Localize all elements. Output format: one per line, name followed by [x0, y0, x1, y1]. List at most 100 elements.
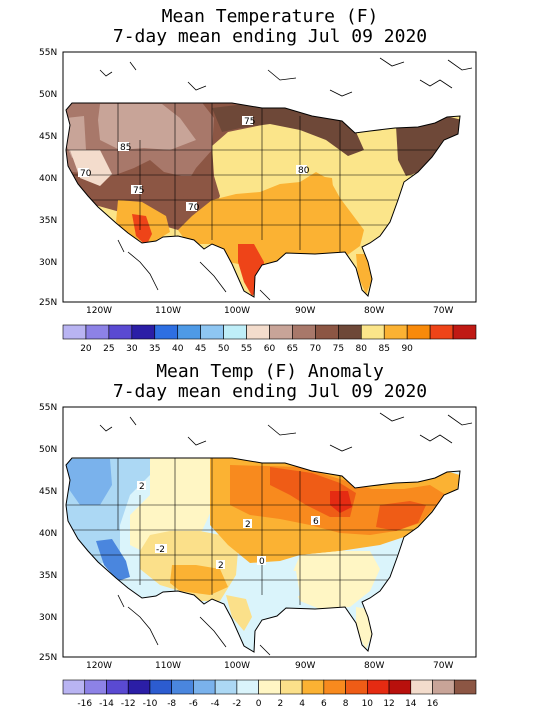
legend-swatch — [62, 324, 87, 340]
legend-swatch — [323, 679, 346, 695]
legend-label: -14 — [99, 699, 114, 709]
lat-label: 40N — [39, 174, 57, 184]
legend-label: 35 — [149, 344, 160, 354]
legend-swatch — [62, 679, 86, 695]
contour-label: 70 — [188, 203, 200, 213]
lat-label: 35N — [39, 216, 57, 226]
legend-swatch — [383, 324, 408, 340]
legend-swatch — [108, 324, 133, 340]
contour-label: 80 — [298, 166, 310, 176]
legend-swatch — [127, 679, 151, 695]
lat-label: 30N — [39, 613, 57, 623]
coastline — [99, 412, 473, 656]
contour-labels: 2 2 6 -2 2 0 — [137, 481, 320, 571]
contour-label: 2 — [218, 561, 224, 571]
legend-swatch — [429, 324, 454, 340]
legend-label: -4 — [211, 699, 220, 709]
lat-label: 35N — [39, 571, 57, 581]
legend-swatch — [338, 324, 362, 340]
legend-label: 80 — [356, 344, 368, 354]
lon-label: 120W — [86, 661, 112, 671]
map-subtitle: 7-day mean ending Jul 09 2020 — [112, 381, 428, 402]
legend-label: -6 — [189, 699, 198, 709]
legend-label: -16 — [77, 699, 92, 709]
latitude-labels: 55N 50N 45N 40N 35N 30N 25N — [39, 403, 57, 663]
legend-swatch — [452, 324, 477, 340]
legend-label: 85 — [378, 344, 389, 354]
legend-swatch — [131, 324, 156, 340]
legend-label: -2 — [232, 699, 241, 709]
legend-swatch — [106, 679, 129, 695]
lon-label: 80W — [364, 306, 384, 316]
contour-label: 75 — [244, 117, 255, 127]
contour-label: 2 — [139, 482, 145, 492]
legend-swatch — [85, 324, 110, 340]
lon-label: 90W — [295, 306, 315, 316]
legend-swatch — [432, 679, 455, 695]
legend-label: 70 — [310, 344, 322, 354]
legend-swatch — [84, 679, 107, 695]
lon-label: 120W — [86, 306, 112, 316]
legend-label: 16 — [427, 699, 439, 709]
legend-label: 30 — [126, 344, 138, 354]
lon-label: 100W — [224, 661, 250, 671]
legend-swatch — [315, 324, 339, 340]
legend-swatch — [410, 679, 433, 695]
lat-label: 25N — [39, 653, 57, 663]
state-borders — [66, 103, 460, 252]
legend-swatch — [388, 679, 412, 695]
lon-label: 70W — [433, 306, 453, 316]
legend-label: -10 — [143, 699, 158, 709]
legend-swatch — [236, 679, 259, 695]
lat-label: 45N — [39, 132, 57, 142]
legend-swatch — [301, 679, 325, 695]
state-borders — [66, 458, 460, 607]
legend-swatch — [280, 679, 303, 695]
legend-swatch — [171, 679, 194, 695]
legend-label: 4 — [299, 699, 305, 709]
us-outline — [65, 457, 461, 653]
lat-label: 50N — [39, 445, 57, 455]
legend-label: 0 — [256, 699, 262, 709]
legend-label: -8 — [167, 699, 176, 709]
contour-labels: 85 70 75 70 75 80 — [78, 116, 310, 213]
legend-label: 8 — [343, 699, 349, 709]
us-outline — [65, 102, 461, 298]
lat-label: 25N — [39, 298, 57, 308]
lat-label: 40N — [39, 529, 57, 539]
legend-swatch — [200, 324, 224, 340]
legend-swatch — [177, 324, 201, 340]
legend-swatch — [214, 679, 238, 695]
lon-label: 110W — [155, 661, 181, 671]
legend-label: 50 — [218, 344, 230, 354]
legend-label: 14 — [405, 699, 417, 709]
lat-label: 30N — [39, 258, 57, 268]
legend-label: -12 — [121, 699, 136, 709]
contour-label: -2 — [156, 545, 165, 555]
color-legend: 20 25 30 35 40 45 50 55 60 65 70 75 80 85 90 — [62, 324, 477, 354]
legend-label: 65 — [287, 344, 298, 354]
legend-swatch — [406, 324, 431, 340]
legend-swatch — [292, 324, 316, 340]
legend-swatch — [360, 324, 385, 340]
legend-label: 2 — [278, 699, 284, 709]
legend-label: 90 — [401, 344, 413, 354]
contour-label: 85 — [120, 143, 131, 153]
legend-label: 20 — [80, 344, 92, 354]
contour-label: 6 — [313, 517, 319, 527]
contour-label: 2 — [245, 520, 251, 530]
legend-swatch — [154, 324, 179, 340]
legend-swatch — [453, 679, 477, 695]
legend-label: 75 — [333, 344, 344, 354]
legend-swatch — [223, 324, 247, 340]
legend-swatch — [367, 679, 390, 695]
legend-label: 45 — [195, 344, 206, 354]
legend-label: 12 — [383, 699, 394, 709]
lat-label: 50N — [39, 90, 57, 100]
map-subtitle: 7-day mean ending Jul 09 2020 — [112, 26, 428, 47]
lon-label: 110W — [155, 306, 181, 316]
legend-label: 40 — [172, 344, 184, 354]
legend-label: 10 — [362, 699, 374, 709]
lat-label: 55N — [39, 403, 57, 413]
